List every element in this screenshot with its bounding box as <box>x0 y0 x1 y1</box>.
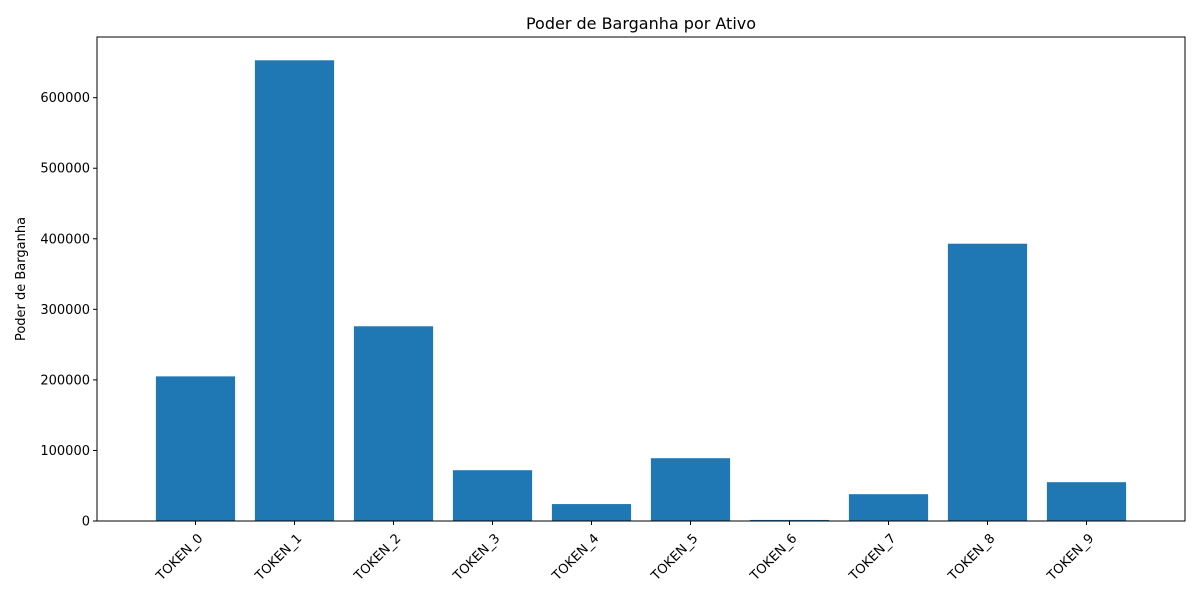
x-tick-label: TOKEN_6 <box>747 531 800 584</box>
bar-token-2 <box>353 326 434 521</box>
x-tick-label: TOKEN_5 <box>648 531 701 584</box>
x-tick-label: TOKEN_9 <box>1044 531 1097 584</box>
chart-title: Poder de Barganha por Ativo <box>526 14 756 33</box>
y-tick-label: 500000 <box>40 162 90 177</box>
bar-token-4 <box>551 504 632 521</box>
y-tick-label: 600000 <box>40 91 90 106</box>
bar-token-1 <box>254 60 335 521</box>
y-tick-label: 100000 <box>40 444 90 459</box>
bar-token-8 <box>947 243 1028 522</box>
x-tick-label: TOKEN_2 <box>351 531 404 584</box>
bars-layer <box>155 60 1127 522</box>
y-tick-label: 200000 <box>40 373 90 388</box>
x-tick-label: TOKEN_1 <box>252 531 305 584</box>
bar-token-7 <box>848 494 929 521</box>
x-tick-label: TOKEN_7 <box>846 531 899 584</box>
x-tick-label: TOKEN_3 <box>450 531 503 584</box>
bar-token-9 <box>1046 482 1127 521</box>
x-tick-label: TOKEN_8 <box>945 531 998 584</box>
x-tick-label: TOKEN_0 <box>153 531 206 584</box>
axes-layer <box>96 36 1186 522</box>
bar-token-0 <box>155 376 236 521</box>
bar-token-5 <box>650 458 731 521</box>
x-tick-label: TOKEN_4 <box>549 531 602 584</box>
y-tick-label: 400000 <box>40 232 90 247</box>
y-axis-label: Poder de Barganha <box>14 217 29 341</box>
plot-frame <box>96 36 1186 522</box>
y-tick-label: 300000 <box>40 303 90 318</box>
bar-token-3 <box>452 470 533 521</box>
y-tick-label: 0 <box>82 515 90 530</box>
bar-token-6 <box>749 519 830 521</box>
